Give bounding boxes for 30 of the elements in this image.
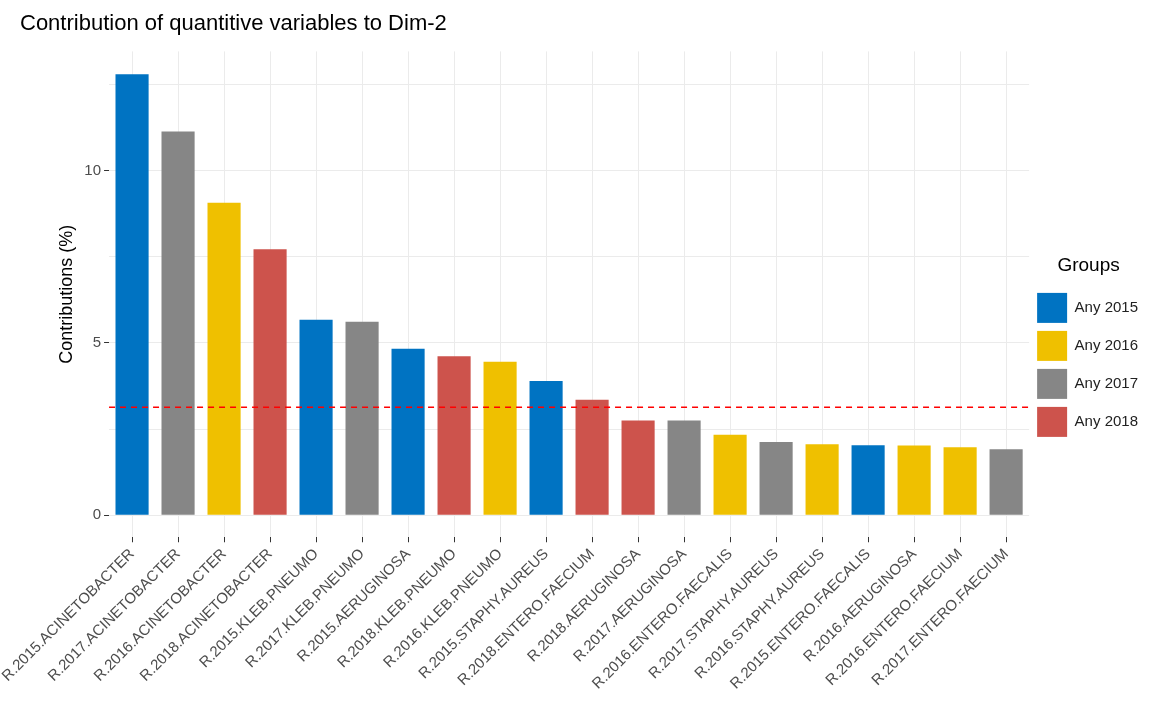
bar <box>437 356 471 515</box>
legend-label: Any 2015 <box>1074 298 1139 316</box>
bar <box>115 74 149 515</box>
y-tick-label: 5 <box>92 332 102 350</box>
y-tick-label: 0 <box>92 505 102 523</box>
bar <box>713 434 747 515</box>
bar <box>529 381 563 515</box>
legend-title: Groups <box>1057 253 1120 275</box>
bar <box>897 445 931 515</box>
bar <box>345 321 379 515</box>
legend-label: Any 2018 <box>1074 412 1139 430</box>
bar <box>759 442 793 515</box>
bar <box>299 319 333 515</box>
chart-title: Contribution of quantitive variables to Dim-2 <box>20 10 447 36</box>
bar <box>253 249 287 515</box>
y-axis-title: Contributions (%) <box>55 224 76 364</box>
bar <box>851 445 885 515</box>
bar <box>391 348 425 515</box>
bar <box>805 444 839 515</box>
legend-label: Any 2017 <box>1074 374 1139 392</box>
bar <box>483 361 517 515</box>
bar <box>989 449 1023 515</box>
y-tick-label: 10 <box>84 160 102 178</box>
bar <box>667 420 701 515</box>
legend-label: Any 2016 <box>1074 336 1139 354</box>
bar <box>621 420 655 515</box>
bar <box>575 399 609 515</box>
bar <box>161 131 195 515</box>
bar <box>207 202 241 515</box>
bar <box>943 447 977 515</box>
